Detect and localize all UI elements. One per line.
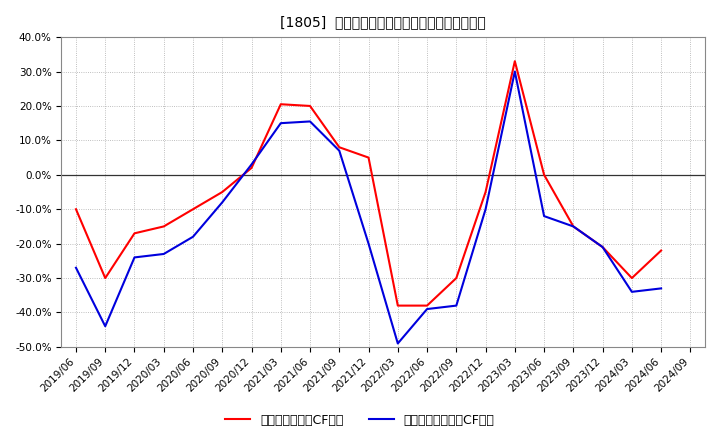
有利子負債フリーCF比率 bbox=[218, 200, 227, 205]
有利子負債営業CF比率 bbox=[189, 207, 197, 212]
有利子負債営業CF比率 bbox=[247, 165, 256, 171]
有利子負債フリーCF比率 bbox=[657, 286, 665, 291]
有利子負債フリーCF比率 bbox=[189, 234, 197, 239]
有利子負債営業CF比率 bbox=[598, 245, 607, 250]
有利子負債営業CF比率 bbox=[628, 275, 636, 281]
有利子負債営業CF比率 bbox=[276, 102, 285, 107]
有利子負債フリーCF比率 bbox=[364, 241, 373, 246]
有利子負債フリーCF比率 bbox=[101, 323, 109, 329]
有利子負債フリーCF比率 bbox=[598, 245, 607, 250]
有利子負債フリーCF比率 bbox=[540, 213, 549, 219]
Title: [1805]  有利子負債キャッシュフロー比率の推移: [1805] 有利子負債キャッシュフロー比率の推移 bbox=[280, 15, 486, 29]
有利子負債営業CF比率 bbox=[306, 103, 315, 109]
Line: 有利子負債営業CF比率: 有利子負債営業CF比率 bbox=[76, 61, 661, 306]
有利子負債営業CF比率 bbox=[130, 231, 139, 236]
有利子負債フリーCF比率 bbox=[423, 306, 431, 312]
有利子負債フリーCF比率 bbox=[306, 119, 315, 124]
有利子負債営業CF比率 bbox=[569, 224, 577, 229]
有利子負債フリーCF比率 bbox=[159, 251, 168, 257]
有利子負債営業CF比率 bbox=[159, 224, 168, 229]
有利子負債営業CF比率 bbox=[101, 275, 109, 281]
有利子負債営業CF比率 bbox=[510, 59, 519, 64]
有利子負債営業CF比率 bbox=[540, 172, 549, 177]
有利子負債フリーCF比率 bbox=[394, 341, 402, 346]
有利子負債フリーCF比率 bbox=[247, 162, 256, 167]
有利子負債フリーCF比率 bbox=[452, 303, 461, 308]
有利子負債フリーCF比率 bbox=[569, 224, 577, 229]
有利子負債フリーCF比率 bbox=[276, 121, 285, 126]
有利子負債営業CF比率 bbox=[364, 155, 373, 160]
有利子負債フリーCF比率 bbox=[481, 207, 490, 212]
有利子負債営業CF比率 bbox=[657, 248, 665, 253]
有利子負債営業CF比率 bbox=[218, 189, 227, 194]
有利子負債フリーCF比率 bbox=[628, 289, 636, 294]
有利子負債フリーCF比率 bbox=[72, 265, 81, 271]
有利子負債営業CF比率 bbox=[423, 303, 431, 308]
有利子負債フリーCF比率 bbox=[130, 255, 139, 260]
有利子負債営業CF比率 bbox=[452, 275, 461, 281]
有利子負債営業CF比率 bbox=[481, 189, 490, 194]
Legend: 有利子負債営業CF比率, 有利子負債フリーCF比率: 有利子負債営業CF比率, 有利子負債フリーCF比率 bbox=[220, 409, 500, 432]
有利子負債フリーCF比率 bbox=[335, 148, 343, 154]
有利子負債営業CF比率 bbox=[335, 145, 343, 150]
有利子負債フリーCF比率 bbox=[510, 69, 519, 74]
Line: 有利子負債フリーCF比率: 有利子負債フリーCF比率 bbox=[76, 72, 661, 344]
有利子負債営業CF比率 bbox=[72, 207, 81, 212]
有利子負債営業CF比率 bbox=[394, 303, 402, 308]
